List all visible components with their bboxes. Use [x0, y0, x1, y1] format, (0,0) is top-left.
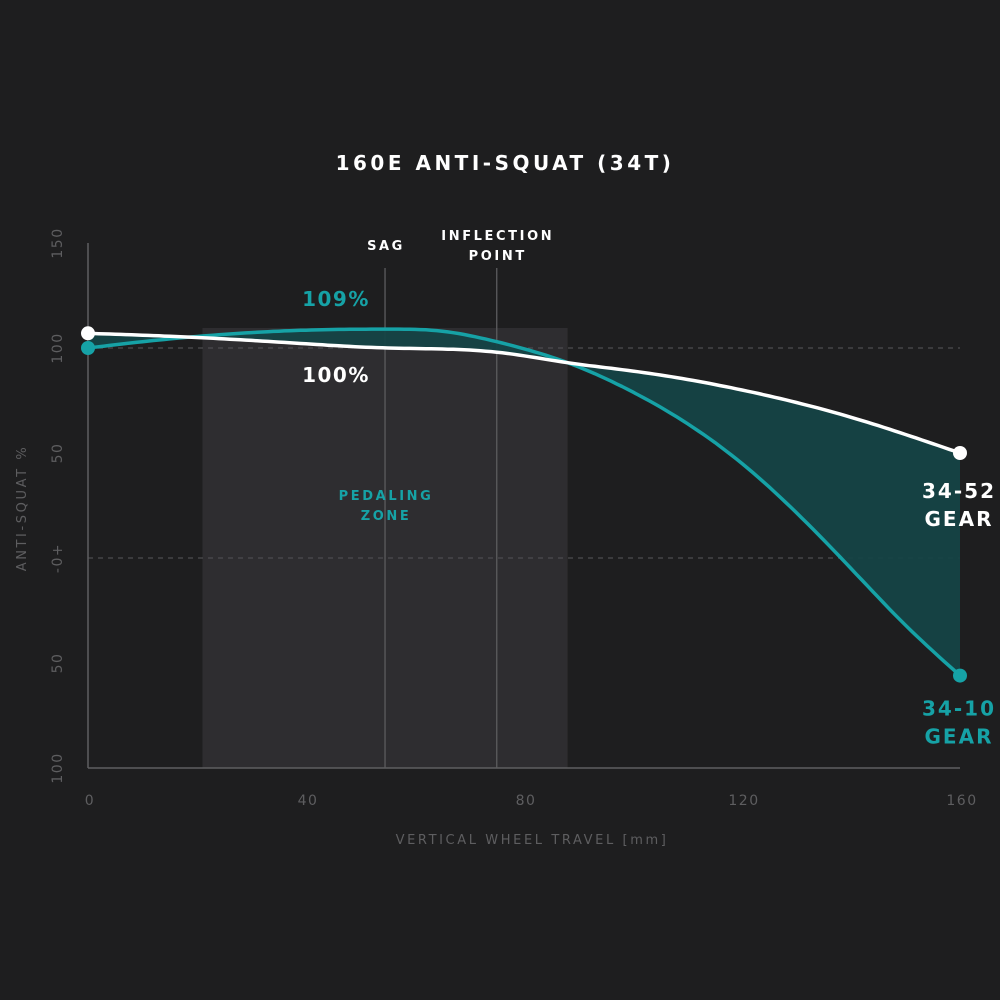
inflection-marker-label: INFLECTION — [441, 229, 554, 244]
series-line-34-10 — [86, 327, 962, 678]
series-34-10-end-point — [953, 668, 967, 683]
y-tick-label: 100 — [50, 332, 66, 363]
x-tick-label: 80 — [516, 793, 537, 809]
x-tick-label: 160 — [946, 793, 977, 809]
series-34-10-end-label: 34-10 — [922, 697, 996, 721]
series-34-10-end-label: GEAR — [925, 725, 994, 749]
series-34-10-start-point — [81, 341, 95, 355]
x-tick-label: 40 — [298, 793, 319, 809]
series-line-34-52 — [86, 331, 962, 455]
y-tick-label: 50 — [50, 653, 66, 674]
x-tick-label: 0 — [85, 793, 95, 809]
y-axis-label: ANTI-SQUAT % — [15, 445, 30, 572]
gap-area-layer — [88, 329, 960, 676]
series-34-52-start-point — [81, 326, 95, 341]
inflection-marker-label: POINT — [469, 249, 527, 264]
annotation-100-percent: 100% — [302, 363, 370, 387]
y-tick-label: 150 — [50, 227, 66, 258]
y-tick-label: 50 — [50, 443, 66, 464]
series-34-52-end-point — [953, 446, 967, 460]
x-tick-label: 120 — [728, 793, 759, 809]
series-lines-layer — [81, 326, 967, 683]
y-tick-label: -0+ — [50, 543, 66, 573]
pedaling-zone-label: PEDALING — [339, 489, 434, 504]
chart-title: 160E ANTI-SQUAT (34T) — [336, 151, 675, 175]
x-axis-label: VERTICAL WHEEL TRAVEL [mm] — [396, 833, 669, 848]
y-tick-label: 100 — [50, 752, 66, 783]
series-34-52-end-label: GEAR — [925, 507, 994, 531]
labels-layer: SAG INFLECTION POINT 0 40 80 120 160 150 100 50 -0+… — [50, 227, 996, 809]
gap-area — [88, 329, 960, 676]
sag-marker-label: SAG — [367, 239, 405, 254]
annotation-109-percent: 109% — [302, 287, 370, 311]
series-34-52-end-label: 34-52 — [922, 479, 996, 503]
pedaling-zone-label: ZONE — [361, 509, 412, 524]
